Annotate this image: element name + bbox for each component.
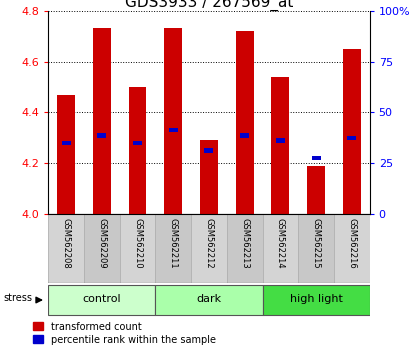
Text: GSM562209: GSM562209: [97, 218, 106, 268]
Text: GSM562210: GSM562210: [133, 218, 142, 268]
Bar: [120, 214, 155, 283]
Bar: [155, 285, 262, 315]
Text: GSM562215: GSM562215: [312, 218, 320, 268]
Bar: [236, 31, 254, 214]
Text: GSM562211: GSM562211: [169, 218, 178, 268]
Bar: [276, 138, 285, 143]
Text: stress: stress: [4, 293, 33, 303]
Bar: [298, 214, 334, 283]
Bar: [97, 133, 106, 138]
Bar: [62, 141, 71, 145]
Text: high light: high light: [290, 294, 342, 304]
Bar: [191, 214, 227, 283]
Bar: [48, 214, 84, 283]
Bar: [227, 214, 262, 283]
Bar: [262, 214, 298, 283]
Bar: [343, 49, 361, 214]
Bar: [48, 285, 155, 315]
Text: GSM562214: GSM562214: [276, 218, 285, 268]
Legend: transformed count, percentile rank within the sample: transformed count, percentile rank withi…: [34, 322, 216, 344]
Bar: [155, 214, 191, 283]
Bar: [57, 95, 75, 214]
Bar: [334, 214, 370, 283]
Text: GSM562208: GSM562208: [62, 218, 71, 268]
Bar: [164, 28, 182, 214]
Bar: [129, 87, 147, 214]
Bar: [93, 28, 111, 214]
Bar: [347, 136, 356, 140]
Text: GSM562216: GSM562216: [347, 218, 356, 268]
Text: GSM562212: GSM562212: [205, 218, 213, 268]
Bar: [169, 128, 178, 132]
Bar: [205, 148, 213, 153]
Bar: [84, 214, 120, 283]
Bar: [200, 141, 218, 214]
Bar: [240, 133, 249, 138]
Bar: [262, 285, 370, 315]
Bar: [312, 156, 320, 160]
Text: control: control: [83, 294, 121, 304]
Bar: [307, 166, 325, 214]
Bar: [271, 77, 289, 214]
Text: GSM562213: GSM562213: [240, 218, 249, 268]
Bar: [133, 141, 142, 145]
Text: dark: dark: [197, 294, 221, 304]
Title: GDS3933 / 267569_at: GDS3933 / 267569_at: [125, 0, 293, 11]
